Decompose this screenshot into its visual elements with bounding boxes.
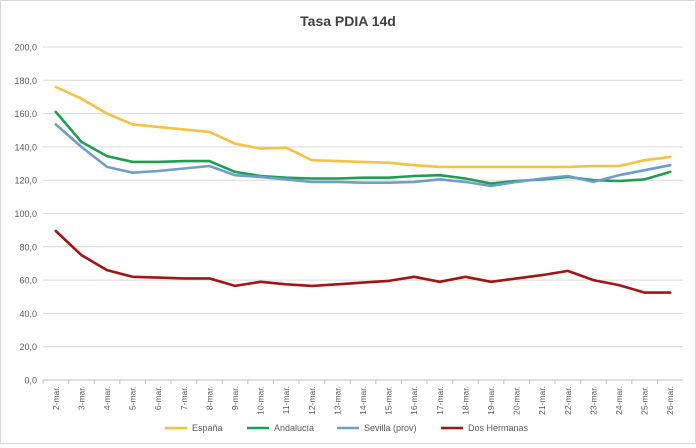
x-tick-label: 9-mar. [230, 386, 240, 410]
legend-label: Andalucía [274, 423, 314, 433]
series-line-sevilla-prov- [54, 123, 672, 188]
series-line-dos-hermanas [54, 229, 672, 294]
y-tick-label: 100,0 [14, 209, 37, 219]
x-tick-label: 4-mar. [102, 386, 112, 410]
y-tick-label: 20,0 [19, 342, 37, 352]
x-tick-label: 3-mar. [76, 386, 86, 410]
x-tick-label: 18-mar. [460, 386, 470, 415]
x-tick-label: 11-mar. [281, 386, 291, 414]
legend-label: Dos Hermanas [468, 423, 529, 433]
x-tick-label: 2-mar. [51, 386, 61, 410]
x-tick-label: 12-mar. [307, 386, 317, 415]
grid-layer [43, 46, 683, 381]
x-tick-label: 22-mar. [563, 386, 573, 415]
series-line-espa-a [54, 85, 672, 169]
x-tick-label: 13-mar. [332, 386, 342, 415]
y-axis-ticks: 0,0 20,0 40,0 60,0 80,0 100,0 120,0 140,0 160,0 1… [14, 43, 37, 386]
x-tick-label: 14-mar. [358, 386, 368, 415]
x-tick-label: 10-mar. [256, 386, 266, 415]
x-tick-label: 7-mar. [179, 386, 189, 410]
x-tick-label: 16-mar. [409, 386, 419, 415]
x-tick-label: 17-mar. [435, 386, 445, 415]
x-tick-label: 19-mar. [486, 386, 496, 415]
x-tick-label: 24-mar. [614, 386, 624, 415]
x-tick-label: 8-mar. [204, 386, 214, 410]
x-tick-label: 23-mar. [588, 386, 598, 415]
series-layer [54, 85, 672, 294]
x-tick-label: 5-mar. [128, 386, 138, 410]
legend-label: España [192, 423, 223, 433]
x-tick-label: 6-mar. [153, 386, 163, 410]
y-tick-label: 180,0 [14, 76, 37, 86]
x-tick-label: 20-mar. [512, 386, 522, 415]
y-tick-label: 200,0 [14, 43, 37, 53]
y-tick-label: 0,0 [24, 376, 37, 386]
x-tick-label: 25-mar. [640, 386, 650, 415]
y-tick-label: 160,0 [14, 109, 37, 119]
legend: España Andalucía Sevilla (prov) Dos Hermana… [165, 423, 529, 433]
y-tick-label: 80,0 [19, 242, 37, 252]
x-axis-ticks: 2-mar. 3-mar. 4-mar. 5-mar. 6-mar. 7-mar. 8-ma… [42, 380, 675, 415]
x-tick-label: 21-mar. [537, 386, 547, 415]
chart-title: Tasa PDIA 14d [300, 13, 396, 29]
x-tick-label: 26-mar. [665, 386, 675, 415]
y-tick-label: 60,0 [19, 276, 37, 286]
y-tick-label: 40,0 [19, 309, 37, 319]
legend-label: Sevilla (prov) [364, 423, 417, 433]
y-tick-label: 120,0 [14, 176, 37, 186]
y-tick-label: 140,0 [14, 142, 37, 152]
x-tick-label: 15-mar. [384, 386, 394, 415]
